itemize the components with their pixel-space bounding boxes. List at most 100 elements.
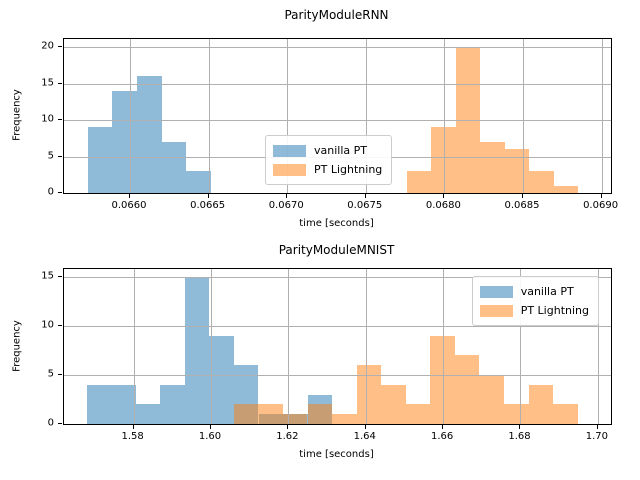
x-tick-label: 0.0660 [111,200,147,211]
legend-item: PT Lightning [479,301,589,320]
plot-area: vanilla PT PT Lightning [63,38,612,194]
histogram-bar [86,384,112,424]
gridline-horizontal [64,325,611,327]
histogram-bar [553,404,578,424]
legend-swatch-vanilla-pt [479,285,513,298]
histogram-bar [406,171,432,193]
y-tick-mark [58,82,62,84]
x-tick-label: 0.0680 [425,200,461,211]
y-tick-mark [58,373,62,375]
y-tick-label: 0 [47,417,54,429]
gridline-vertical [443,269,445,424]
gridline-horizontal [64,47,611,49]
x-tick-mark [443,194,445,198]
x-tick-mark [207,194,209,198]
histogram-bar [160,384,185,424]
x-tick-label: 0.0690 [583,200,619,211]
x-tick-label: 0.0675 [347,200,383,211]
x-tick-mark [364,194,366,198]
histogram-bar [381,384,406,424]
gridline-vertical [601,39,603,193]
histogram-bar [528,384,554,424]
gridline-vertical [288,269,290,424]
gridline-vertical [287,39,289,193]
chart-title-rnn: ParityModuleRNN [284,8,389,22]
y-tick-mark [58,275,62,277]
legend-swatch-pt-lightning [479,304,513,317]
histogram-bar [161,141,187,193]
x-tick-label: 0.0685 [504,200,540,211]
gridline-horizontal [64,276,611,278]
y-tick-mark [58,155,62,157]
x-tick-mark [129,194,131,198]
y-axis: 0 5 10 15 20 [18,38,62,198]
x-tick-label: 1.64 [353,431,376,442]
histogram-bar [431,127,456,193]
gridline-vertical [365,39,367,193]
x-tick-mark [442,425,444,429]
chart-title-mnist: ParityModuleMNIST [278,243,395,257]
y-tick-label: 15 [41,270,54,282]
legend-item: PT Lightning [273,160,382,179]
histogram-bar [209,335,234,424]
y-tick-mark [58,46,62,48]
y-tick-label: 0 [47,186,54,198]
x-tick-mark [286,194,288,198]
x-tick-label: 1.60 [198,431,222,442]
gridline-vertical [130,39,132,193]
x-tick-label: 1.68 [508,431,531,442]
histogram-bar [553,185,579,193]
histogram-bar [184,276,210,424]
gridline-vertical [597,269,599,424]
legend: vanilla PT PT Lightning [471,276,599,326]
x-tick-mark [600,194,602,198]
gridline-vertical [444,39,446,193]
histogram-bar [480,141,505,193]
legend-label: PT Lightning [314,163,383,176]
histogram-bar [356,365,382,424]
gridline-horizontal [64,120,611,121]
legend-item: vanilla PT [273,141,382,160]
x-tick-mark [521,194,523,198]
legend-label: PT Lightning [520,304,589,317]
histogram-bar [87,127,113,193]
x-axis-label: time [seconds] [299,449,374,460]
histogram-bar [529,171,554,193]
gridline-vertical [520,269,522,424]
x-axis: 1.58 1.60 1.62 1.64 1.66 1.68 1.70 [63,425,610,445]
histogram-bar [112,90,138,193]
histogram-bar [479,374,505,424]
x-tick-mark [364,425,366,429]
x-axis: 0.0660 0.0665 0.0670 0.0675 0.0680 0.0685 0.06… [63,194,618,214]
gridline-vertical [522,39,524,193]
x-tick-label: 1.66 [430,431,454,442]
x-tick-mark [519,425,521,429]
gridline-horizontal [64,83,611,85]
histogram-bar [137,76,162,193]
legend-swatch-pt-lightning [273,163,306,176]
histogram-bar [258,404,283,424]
x-axis-label: time [seconds] [299,218,374,229]
legend: vanilla PT PT Lightning [265,135,393,185]
x-tick-mark [287,425,289,429]
histogram-bar [282,414,308,424]
histogram-bar [332,414,357,424]
y-tick-label: 20 [41,40,54,52]
y-tick-mark [58,119,62,120]
histogram-bar [307,404,333,424]
gridline-vertical [365,269,367,424]
plot-area: vanilla PT PT Lightning [63,268,612,425]
y-axis: 0 5 10 15 [18,268,62,429]
histogram-bar [454,355,480,424]
x-tick-mark [596,425,598,429]
histogram-bar [233,404,259,424]
histogram-bar [430,335,455,424]
x-tick-label: 0.0670 [268,200,304,211]
x-tick-label: 1.58 [121,431,144,442]
histogram-bar [111,384,136,424]
x-tick-mark [210,425,211,429]
histogram-bar [504,404,529,424]
histogram-bar [135,404,161,424]
histogram-bar [405,404,431,424]
gridline-vertical [133,269,135,424]
